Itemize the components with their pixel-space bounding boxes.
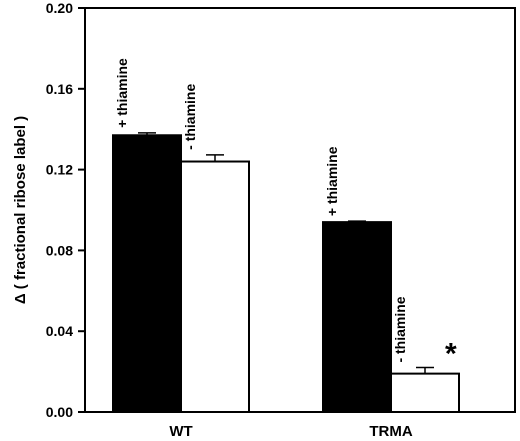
bar-label-wt-series-1: - thiamine bbox=[182, 84, 198, 150]
bar-label-wt-series-0: + thiamine bbox=[114, 58, 130, 128]
y-tick-label-4: 0.16 bbox=[46, 81, 73, 97]
y-tick-label-0: 0.00 bbox=[46, 404, 73, 420]
bar-wt-series-1 bbox=[180, 160, 250, 413]
x-axis-labels: WT TRMA bbox=[169, 423, 412, 440]
y-tick-label-5: 0.20 bbox=[46, 0, 73, 16]
bar-wt-series-0 bbox=[112, 134, 182, 413]
y-tick-label-3: 0.12 bbox=[46, 162, 73, 178]
y-tick-label-2: 0.08 bbox=[46, 242, 73, 258]
y-axis-label: Δ ( fractional ribose label ) bbox=[12, 116, 29, 304]
plot-frame bbox=[84, 7, 516, 413]
bars: + thiamine - thiamine + thiamine - thiamine… bbox=[112, 58, 460, 413]
bar-trma-series-1 bbox=[390, 372, 460, 413]
bar-label-trma-series-1: - thiamine bbox=[392, 296, 408, 362]
x-category-label-trma: TRMA bbox=[369, 423, 412, 440]
significance-marker: * bbox=[445, 338, 457, 371]
y-axis-ticks: 0.00 0.04 0.08 0.12 0.16 0.20 bbox=[46, 0, 85, 420]
x-category-label-wt: WT bbox=[169, 423, 192, 440]
bar-label-trma-series-0: + thiamine bbox=[324, 146, 340, 216]
y-tick-label-1: 0.04 bbox=[46, 323, 73, 339]
bar-trma-series-0 bbox=[322, 221, 392, 413]
